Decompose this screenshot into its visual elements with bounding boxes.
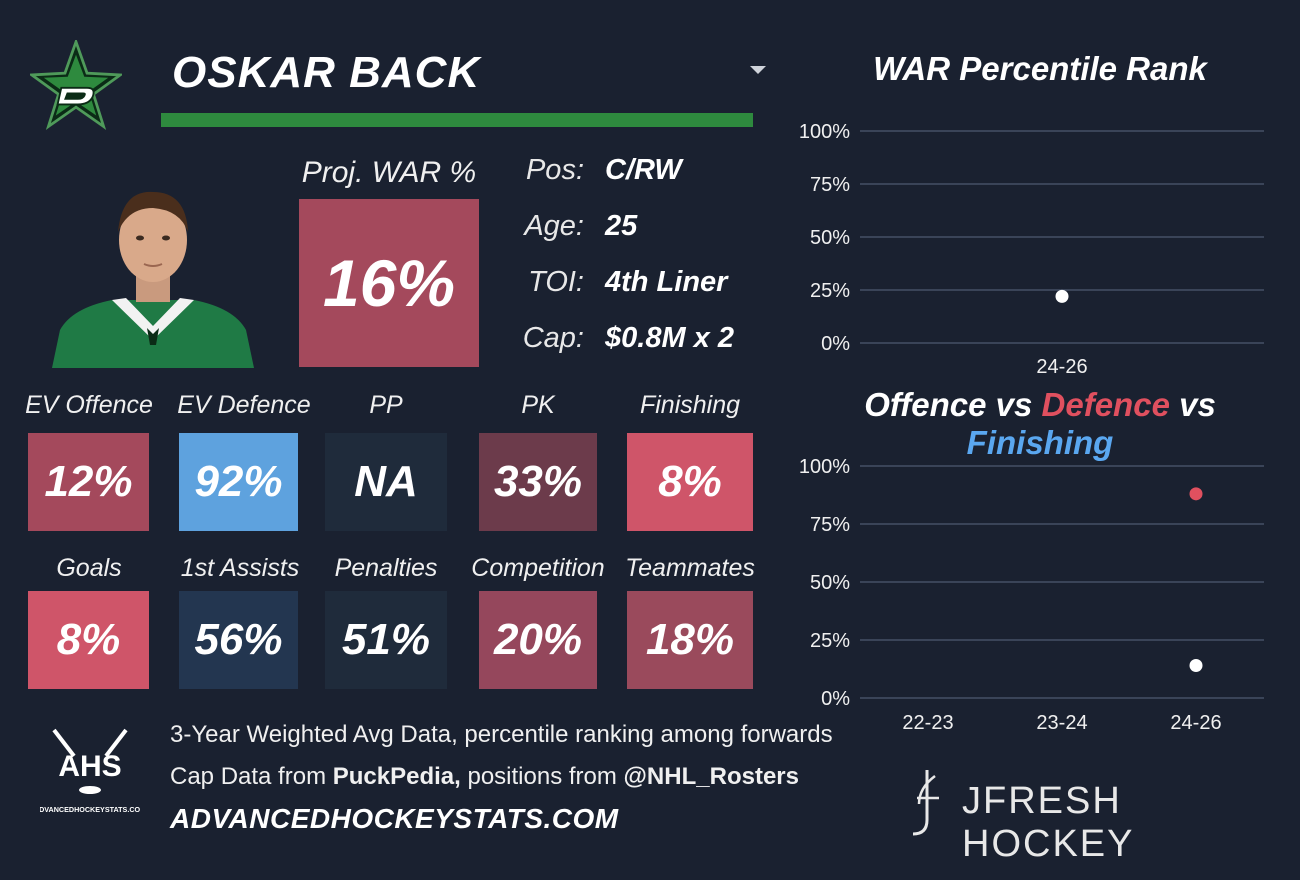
footer-line-2: Cap Data from PuckPedia, positions from …	[170, 763, 799, 791]
chart2-title-vs: vs	[986, 386, 1042, 423]
info-key: Pos:	[525, 154, 584, 186]
jfresh-logo-icon	[912, 770, 939, 836]
stat-label-penalties: Penalties	[334, 554, 438, 582]
footer-cap-source: PuckPedia,	[332, 763, 461, 790]
data-point	[1189, 487, 1203, 501]
chart2-title-finishing: Finishing	[966, 424, 1114, 461]
info-row-toi: TOI: 4th Liner	[520, 266, 780, 310]
stat-label-teammates: Teammates	[625, 554, 755, 582]
ahs-logo: AHS ADVANCEDHOCKEYSTATS.COM	[40, 728, 140, 814]
stat-box-ev-offence: 12%	[28, 433, 149, 531]
stat-box-first-assists: 56%	[179, 591, 298, 689]
stat-label-ev-defence: EV Defence	[177, 391, 311, 419]
jfresh-hockey-brand: JFRESH HOCKEY	[962, 780, 1135, 865]
chart2-title-offence: Offence	[864, 386, 987, 423]
war-percentile-chart: 100% 75% 50% 25% 0% 24-26	[799, 121, 1264, 378]
y-tick-label: 25%	[810, 280, 850, 302]
data-point	[1055, 289, 1069, 303]
info-value: 25	[605, 210, 638, 242]
stat-label-competition: Competition	[471, 554, 605, 582]
y-tick-label: 25%	[810, 630, 850, 652]
team-logo-star-icon	[30, 40, 122, 130]
y-tick-label: 50%	[810, 572, 850, 594]
x-tick-label: 24-26	[1170, 712, 1221, 734]
chart1-title: WAR Percentile Rank	[873, 50, 1207, 87]
offence-defence-finishing-chart: 100% 75% 50% 25% 0% 22-23 23-24 24-26	[799, 456, 1264, 734]
stat-label-pk: PK	[521, 391, 555, 419]
y-tick-label: 75%	[810, 514, 850, 536]
stat-box-teammates: 18%	[627, 591, 753, 689]
player-dropdown-icon[interactable]	[750, 66, 766, 74]
info-row-age: Age: 25	[520, 210, 780, 254]
stat-label-goals: Goals	[56, 554, 122, 582]
info-row-cap: Cap: $0.8M x 2	[520, 322, 780, 366]
proj-war-label: Proj. WAR %	[301, 156, 477, 189]
chart2-title-defence: Defence	[1041, 386, 1170, 423]
footer-url-link[interactable]: ADVANCEDHOCKEYSTATS.COM	[170, 803, 619, 834]
info-value: $0.8M x 2	[605, 322, 734, 354]
stat-box-ev-defence: 92%	[179, 433, 298, 531]
y-tick-label: 100%	[799, 121, 850, 143]
info-value: 4th Liner	[605, 266, 728, 298]
stat-label-pp: PP	[369, 391, 403, 419]
footer-positions-text: positions from	[460, 763, 624, 790]
y-tick-label: 50%	[810, 227, 850, 249]
chart2-title: Offence vs Defence vs Finishing	[800, 386, 1280, 462]
stat-box-pp: NA	[325, 433, 447, 531]
ahs-logo-text: AHS	[58, 750, 121, 783]
stat-box-penalties: 51%	[325, 591, 447, 689]
x-tick-label: 23-24	[1036, 712, 1087, 734]
info-value: C/RW	[605, 154, 682, 186]
y-tick-label: 100%	[799, 456, 850, 478]
footer-cap-prefix: Cap Data from	[170, 763, 333, 790]
team-color-bar	[161, 113, 753, 127]
stat-box-pk: 33%	[479, 433, 597, 531]
stat-box-goals: 8%	[28, 591, 149, 689]
player-photo	[52, 180, 254, 368]
y-tick-label: 0%	[821, 333, 850, 355]
stat-box-competition: 20%	[479, 591, 597, 689]
x-tick-label: 24-26	[1036, 356, 1087, 378]
data-point	[1189, 659, 1203, 673]
y-tick-label: 75%	[810, 174, 850, 196]
info-key: Cap:	[522, 322, 584, 354]
footer-line-1: 3-Year Weighted Avg Data, percentile ran…	[170, 721, 833, 748]
info-key: Age:	[524, 210, 584, 242]
stat-label-ev-offence: EV Offence	[25, 391, 153, 419]
player-name: OSKAR BACK	[172, 48, 481, 97]
stat-label-first-assists: 1st Assists	[180, 554, 300, 582]
footer-rosters-handle: @NHL_Rosters	[623, 763, 799, 790]
info-row-position: Pos: C/RW	[520, 154, 780, 198]
stat-label-finishing: Finishing	[639, 391, 741, 419]
stat-box-finishing: 8%	[627, 433, 753, 531]
proj-war-value: 16%	[299, 199, 479, 367]
y-tick-label: 0%	[821, 688, 850, 710]
ahs-logo-subtext: ADVANCEDHOCKEYSTATS.COM	[40, 805, 140, 814]
x-tick-label: 22-23	[902, 712, 953, 734]
info-key: TOI:	[528, 266, 584, 298]
chart2-title-vs: vs	[1169, 386, 1216, 423]
